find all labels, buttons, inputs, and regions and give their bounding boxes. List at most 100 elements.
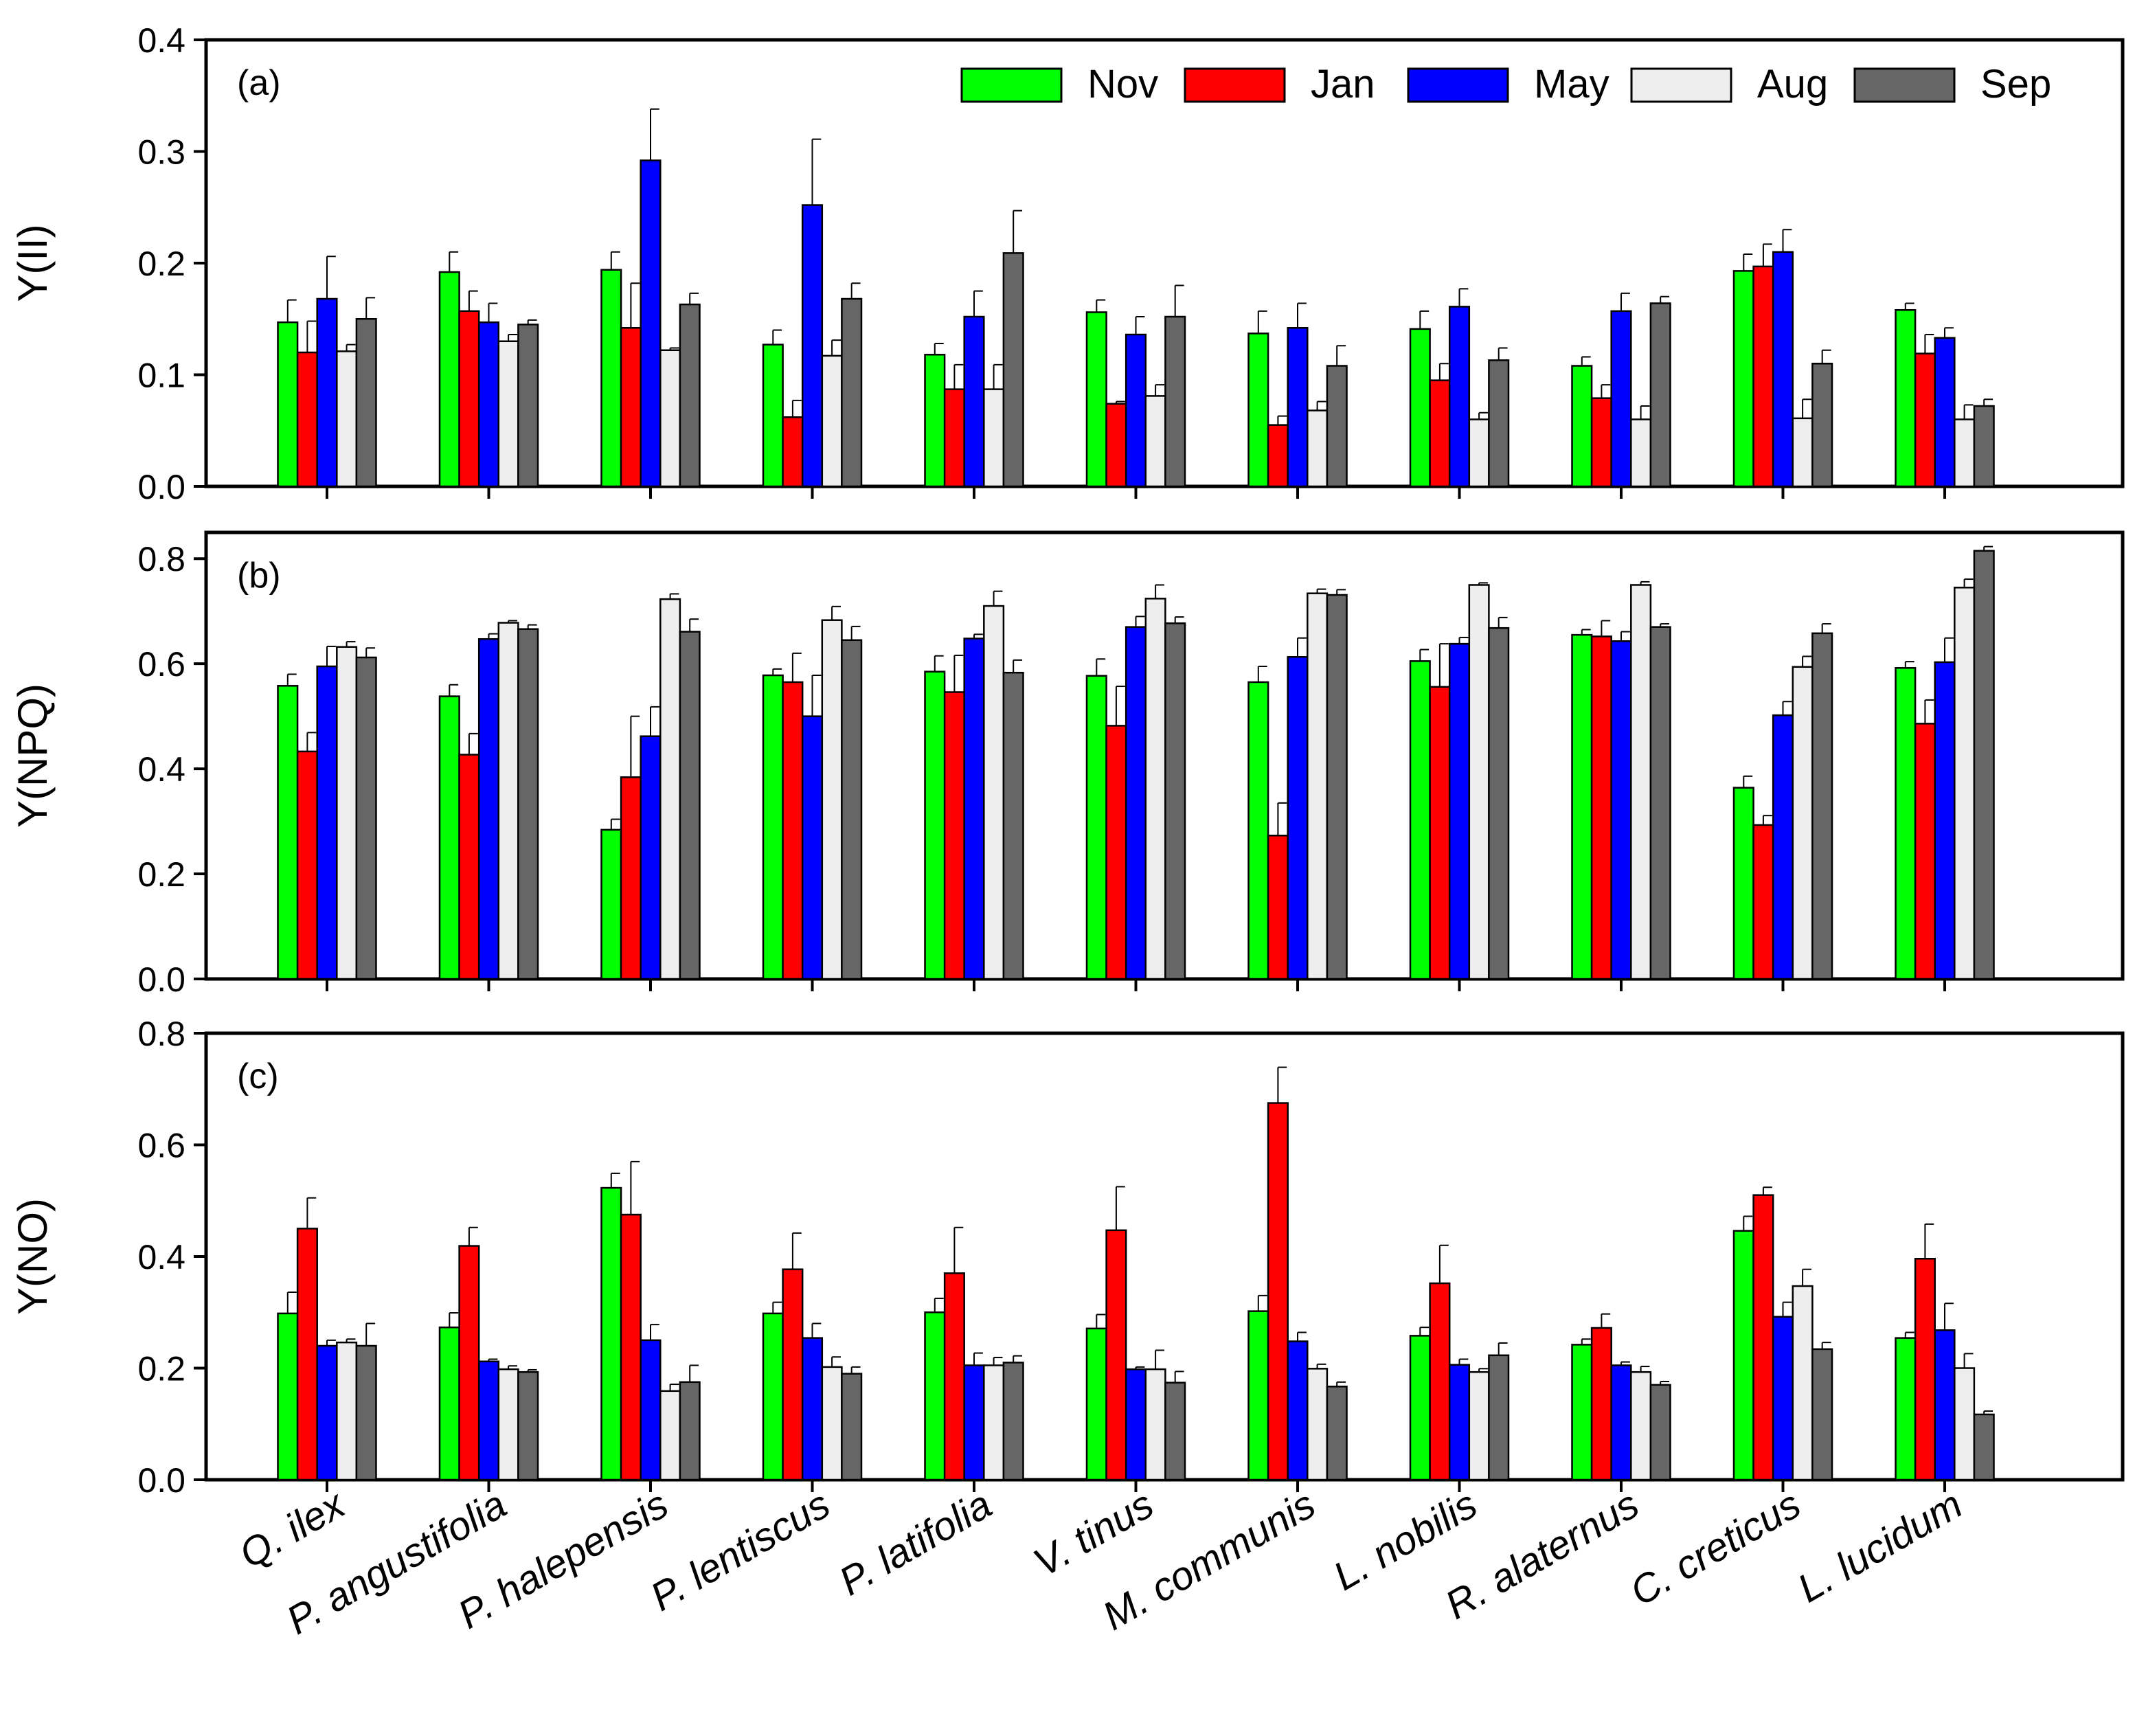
x-tick-label: C. creticus [1623, 1482, 1808, 1614]
bar-sep-3 [679, 303, 701, 488]
bar-may-9 [1610, 640, 1632, 980]
bar-jan-2 [458, 754, 480, 980]
bar-jan-10 [1752, 824, 1774, 980]
bar-nov-6 [1085, 675, 1107, 980]
bar-aug-4 [821, 1366, 843, 1481]
bar-jan-2 [458, 1245, 480, 1481]
bar-aug-8 [1468, 1371, 1490, 1481]
bar-sep-4 [841, 639, 863, 980]
bar-nov-8 [1409, 1335, 1431, 1481]
bar-nov-8 [1409, 660, 1431, 980]
legend-swatch-jan [1184, 67, 1286, 103]
bar-aug-11 [1954, 587, 1976, 980]
bar-aug-9 [1630, 1371, 1652, 1481]
bar-may-1 [316, 297, 338, 488]
bar-sep-10 [1811, 1348, 1833, 1481]
x-tick-label: Q. ilex [232, 1481, 354, 1577]
bar-nov-7 [1247, 1310, 1269, 1481]
bar-jan-6 [1105, 403, 1127, 488]
bar-jan-9 [1590, 397, 1612, 488]
bar-aug-1 [336, 350, 358, 488]
bar-aug-1 [336, 646, 358, 980]
bar-sep-1 [355, 656, 377, 980]
bar-may-4 [801, 1337, 824, 1481]
bar-jan-3 [620, 776, 642, 980]
y-tick-label: 0.0 [137, 1461, 185, 1500]
bar-sep-5 [1002, 671, 1024, 980]
bar-jan-8 [1429, 1282, 1451, 1481]
y-tick-label: 0.2 [137, 1350, 185, 1388]
bar-sep-5 [1002, 252, 1024, 488]
bar-jan-10 [1752, 1194, 1774, 1481]
legend: Nov Jan May Aug Sep [960, 62, 2051, 106]
panel-1: 0.0 0.1 0.2 0.3 0.4 Y(II) (a) Nov Jan May Aug Sep [10, 21, 2125, 506]
bar-nov-1 [277, 1312, 299, 1481]
bar-nov-3 [600, 1186, 622, 1481]
bar-jan-6 [1105, 1229, 1127, 1481]
x-tick-label: L. lucidum [1790, 1482, 1969, 1611]
bar-jan-3 [620, 327, 642, 488]
bar-sep-1 [355, 318, 377, 488]
bar-may-2 [477, 638, 500, 980]
bar-sep-4 [841, 297, 863, 488]
bar-may-3 [640, 1339, 662, 1481]
bar-nov-11 [1895, 1337, 1917, 1481]
bar-sep-9 [1649, 1384, 1671, 1481]
bar-nov-6 [1085, 311, 1107, 488]
bar-aug-1 [336, 1341, 358, 1481]
y-axis-label: Y(II) [10, 224, 56, 302]
bar-sep-8 [1488, 627, 1510, 980]
bar-may-8 [1448, 306, 1471, 488]
legend-swatch-may [1407, 67, 1509, 103]
bar-sep-10 [1811, 632, 1833, 980]
bar-sep-6 [1164, 315, 1186, 488]
bar-may-2 [477, 321, 500, 488]
bar-sep-8 [1488, 1354, 1510, 1481]
bar-may-10 [1772, 714, 1794, 980]
bar-nov-11 [1895, 667, 1917, 980]
bar-jan-9 [1590, 635, 1612, 980]
bar-jan-2 [458, 310, 480, 488]
bar-jan-5 [943, 691, 965, 980]
bar-jan-7 [1267, 424, 1289, 488]
y-tick-label: 0.8 [137, 540, 185, 578]
bar-may-2 [477, 1360, 500, 1481]
bar-may-7 [1287, 1340, 1309, 1481]
bar-nov-7 [1247, 681, 1269, 980]
bar-nov-5 [924, 1311, 946, 1481]
bar-nov-3 [600, 828, 622, 980]
bar-jan-11 [1914, 352, 1936, 488]
bar-aug-3 [659, 349, 681, 488]
y-tick-label: 0.0 [137, 960, 185, 999]
bar-sep-7 [1326, 1386, 1348, 1481]
bar-aug-7 [1307, 1368, 1329, 1481]
bar-aug-10 [1792, 1285, 1814, 1481]
bar-aug-5 [983, 605, 1005, 980]
y-tick-label: 0.0 [137, 468, 185, 506]
bar-may-4 [801, 204, 824, 488]
bar-nov-2 [438, 271, 460, 488]
bar-may-11 [1934, 661, 1956, 980]
bar-jan-11 [1914, 723, 1936, 980]
y-tick-label: 0.6 [137, 645, 185, 684]
bar-nov-10 [1732, 787, 1754, 980]
bar-jan-4 [782, 416, 804, 488]
bar-jan-11 [1914, 1258, 1936, 1481]
bar-aug-2 [497, 340, 519, 488]
bar-jan-8 [1429, 379, 1451, 488]
bar-nov-8 [1409, 328, 1431, 488]
legend-label-jan: Jan [1311, 62, 1375, 106]
x-tick-label: V. tinus [1026, 1482, 1161, 1586]
bar-aug-2 [497, 1368, 519, 1481]
bar-jan-7 [1267, 1102, 1289, 1481]
legend-label-aug: Aug [1757, 62, 1828, 106]
bar-aug-4 [821, 619, 843, 980]
bar-aug-9 [1630, 584, 1652, 980]
x-tick-label: P. lentiscus [643, 1482, 837, 1620]
y-tick-label: 0.4 [137, 1238, 185, 1276]
bar-aug-7 [1307, 409, 1329, 488]
bar-may-9 [1610, 1364, 1632, 1481]
bar-may-4 [801, 715, 824, 980]
bar-may-11 [1934, 1329, 1956, 1481]
